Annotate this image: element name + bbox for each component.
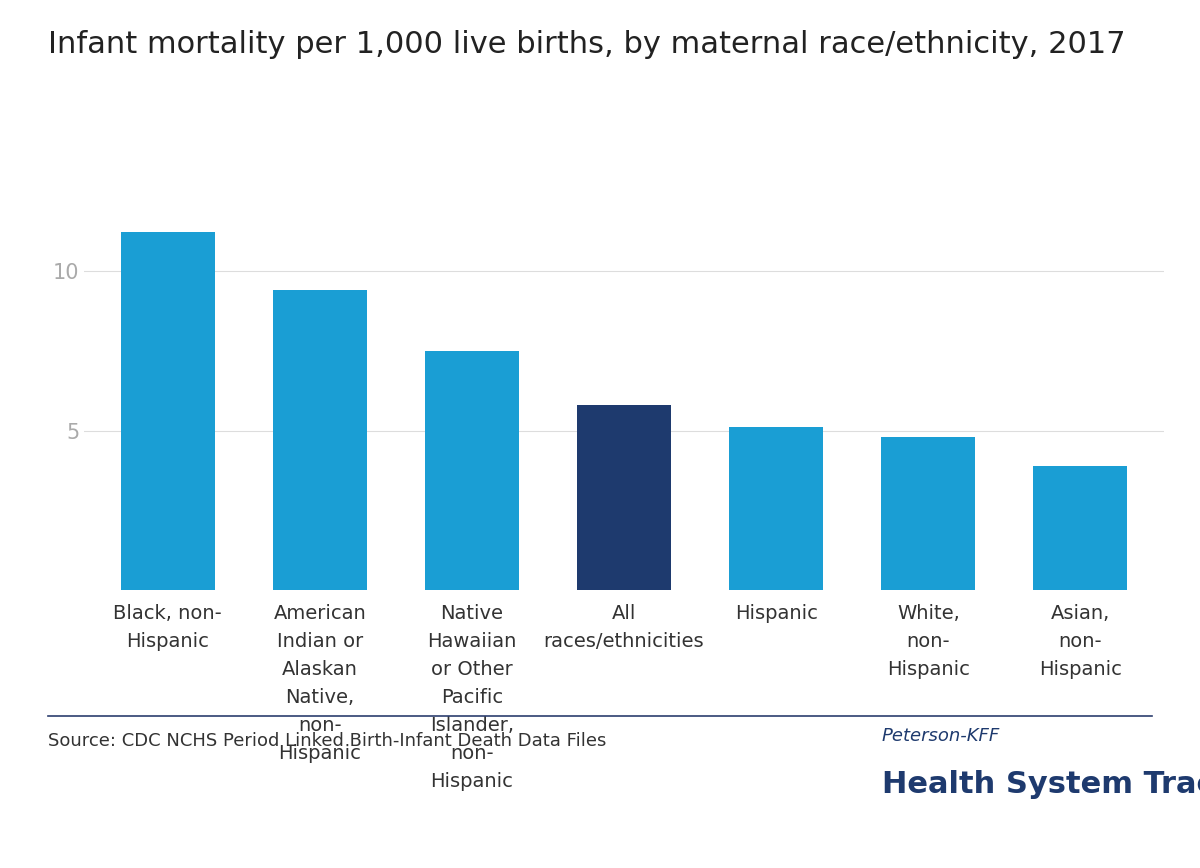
Text: Infant mortality per 1,000 live births, by maternal race/ethnicity, 2017: Infant mortality per 1,000 live births, … <box>48 30 1126 59</box>
Bar <box>1033 465 1128 590</box>
Bar <box>728 427 823 590</box>
Text: Peterson-KFF: Peterson-KFF <box>882 727 1001 745</box>
Text: Source: CDC NCHS Period Linked Birth-Infant Death Data Files: Source: CDC NCHS Period Linked Birth-Inf… <box>48 732 606 750</box>
Bar <box>425 351 520 590</box>
Bar <box>120 233 215 590</box>
Text: Health System Tracker: Health System Tracker <box>882 770 1200 799</box>
Bar <box>577 405 671 590</box>
Bar <box>881 437 976 590</box>
Bar <box>272 290 367 590</box>
